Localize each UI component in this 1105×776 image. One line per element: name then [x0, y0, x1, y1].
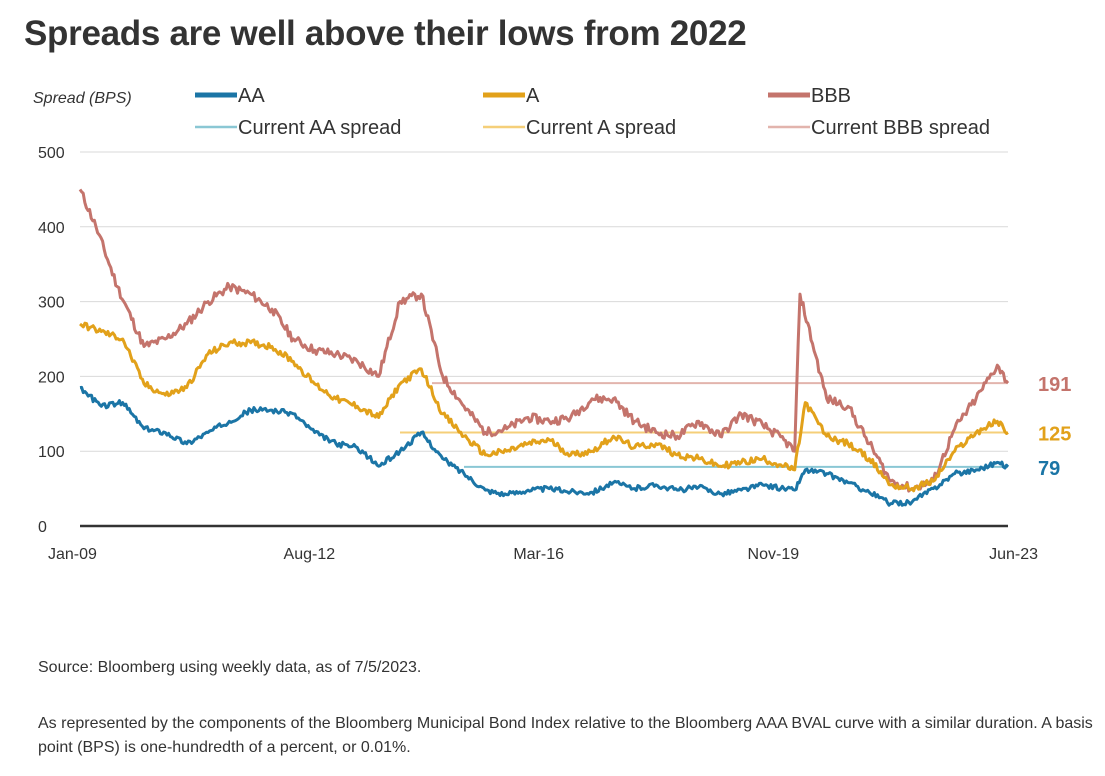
- legend-label-bbb: BBB: [811, 85, 851, 107]
- gridlines: [80, 151, 1008, 452]
- legend-label-a: A: [526, 85, 540, 107]
- legend-label-aa-current: Current AA spread: [238, 117, 401, 139]
- end-labels: 79 125 191: [1038, 374, 1071, 480]
- x-tick-label-mar-16: Mar-16: [513, 546, 564, 563]
- y-axis-label: Spread (BPS): [33, 90, 132, 107]
- axes: 0 100 200 300 400 500 Jan-09 Aug-12 Mar-16 Nov-19…: [33, 90, 1038, 563]
- end-label-a: 125: [1038, 424, 1071, 446]
- y-tick-label-100: 100: [38, 444, 65, 461]
- chart-title: Spreads are well above their lows from 2…: [24, 14, 747, 53]
- y-tick-label-400: 400: [38, 220, 65, 237]
- x-tick-label-aug-12: Aug-12: [284, 546, 336, 563]
- y-tick-label-0: 0: [38, 519, 47, 536]
- description-note: As represented by the components of the …: [38, 715, 1093, 756]
- end-label-bbb: 191: [1038, 374, 1071, 396]
- legend-label-aa: AA: [238, 85, 265, 107]
- legend-label-a-current: Current A spread: [526, 117, 676, 139]
- aa-series-line: [79, 385, 1010, 507]
- y-tick-label-500: 500: [38, 145, 65, 162]
- end-label-aa: 79: [1038, 458, 1060, 480]
- spread-line-chart: 0 100 200 300 400 500 Jan-09 Aug-12 Mar-16 Nov-19…: [33, 85, 1071, 563]
- a-series-line: [79, 321, 1009, 493]
- x-tick-label-nov-19: Nov-19: [748, 546, 800, 563]
- series-lines: [78, 188, 1010, 507]
- x-tick-label-jun-23: Jun-23: [989, 546, 1038, 563]
- source-note: Source: Bloomberg using weekly data, as …: [38, 659, 422, 676]
- x-tick-label-jan-09: Jan-09: [48, 546, 97, 563]
- y-tick-label-200: 200: [38, 369, 65, 386]
- bbb-series-line: [78, 188, 1010, 493]
- legend-label-bbb-current: Current BBB spread: [811, 117, 990, 139]
- y-tick-label-300: 300: [38, 295, 65, 312]
